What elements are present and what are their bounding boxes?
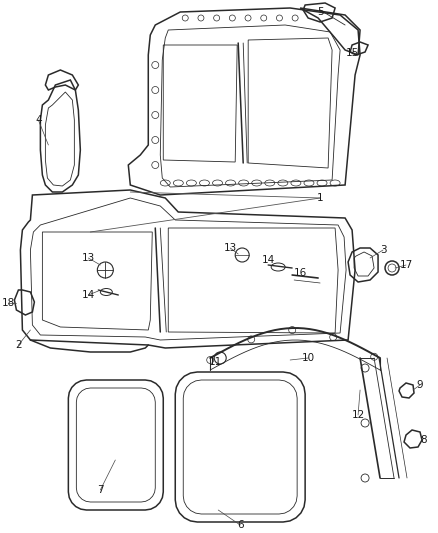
Text: 8: 8 bbox=[421, 435, 427, 445]
Text: 6: 6 bbox=[237, 520, 244, 530]
Text: 13: 13 bbox=[223, 243, 237, 253]
Text: 16: 16 bbox=[293, 268, 307, 278]
Text: 4: 4 bbox=[35, 115, 42, 125]
Text: 13: 13 bbox=[82, 253, 95, 263]
Text: 2: 2 bbox=[15, 340, 22, 350]
Text: 14: 14 bbox=[261, 255, 275, 265]
Text: 15: 15 bbox=[346, 48, 359, 58]
Text: 1: 1 bbox=[317, 193, 323, 203]
Text: 10: 10 bbox=[302, 353, 314, 363]
Text: 5: 5 bbox=[317, 7, 323, 17]
Text: 9: 9 bbox=[417, 380, 424, 390]
Text: 11: 11 bbox=[208, 357, 222, 367]
Text: 7: 7 bbox=[97, 485, 104, 495]
Text: 12: 12 bbox=[351, 410, 365, 420]
Text: 18: 18 bbox=[2, 298, 15, 308]
Text: 14: 14 bbox=[82, 290, 95, 300]
Text: 17: 17 bbox=[399, 260, 413, 270]
Text: 3: 3 bbox=[380, 245, 386, 255]
